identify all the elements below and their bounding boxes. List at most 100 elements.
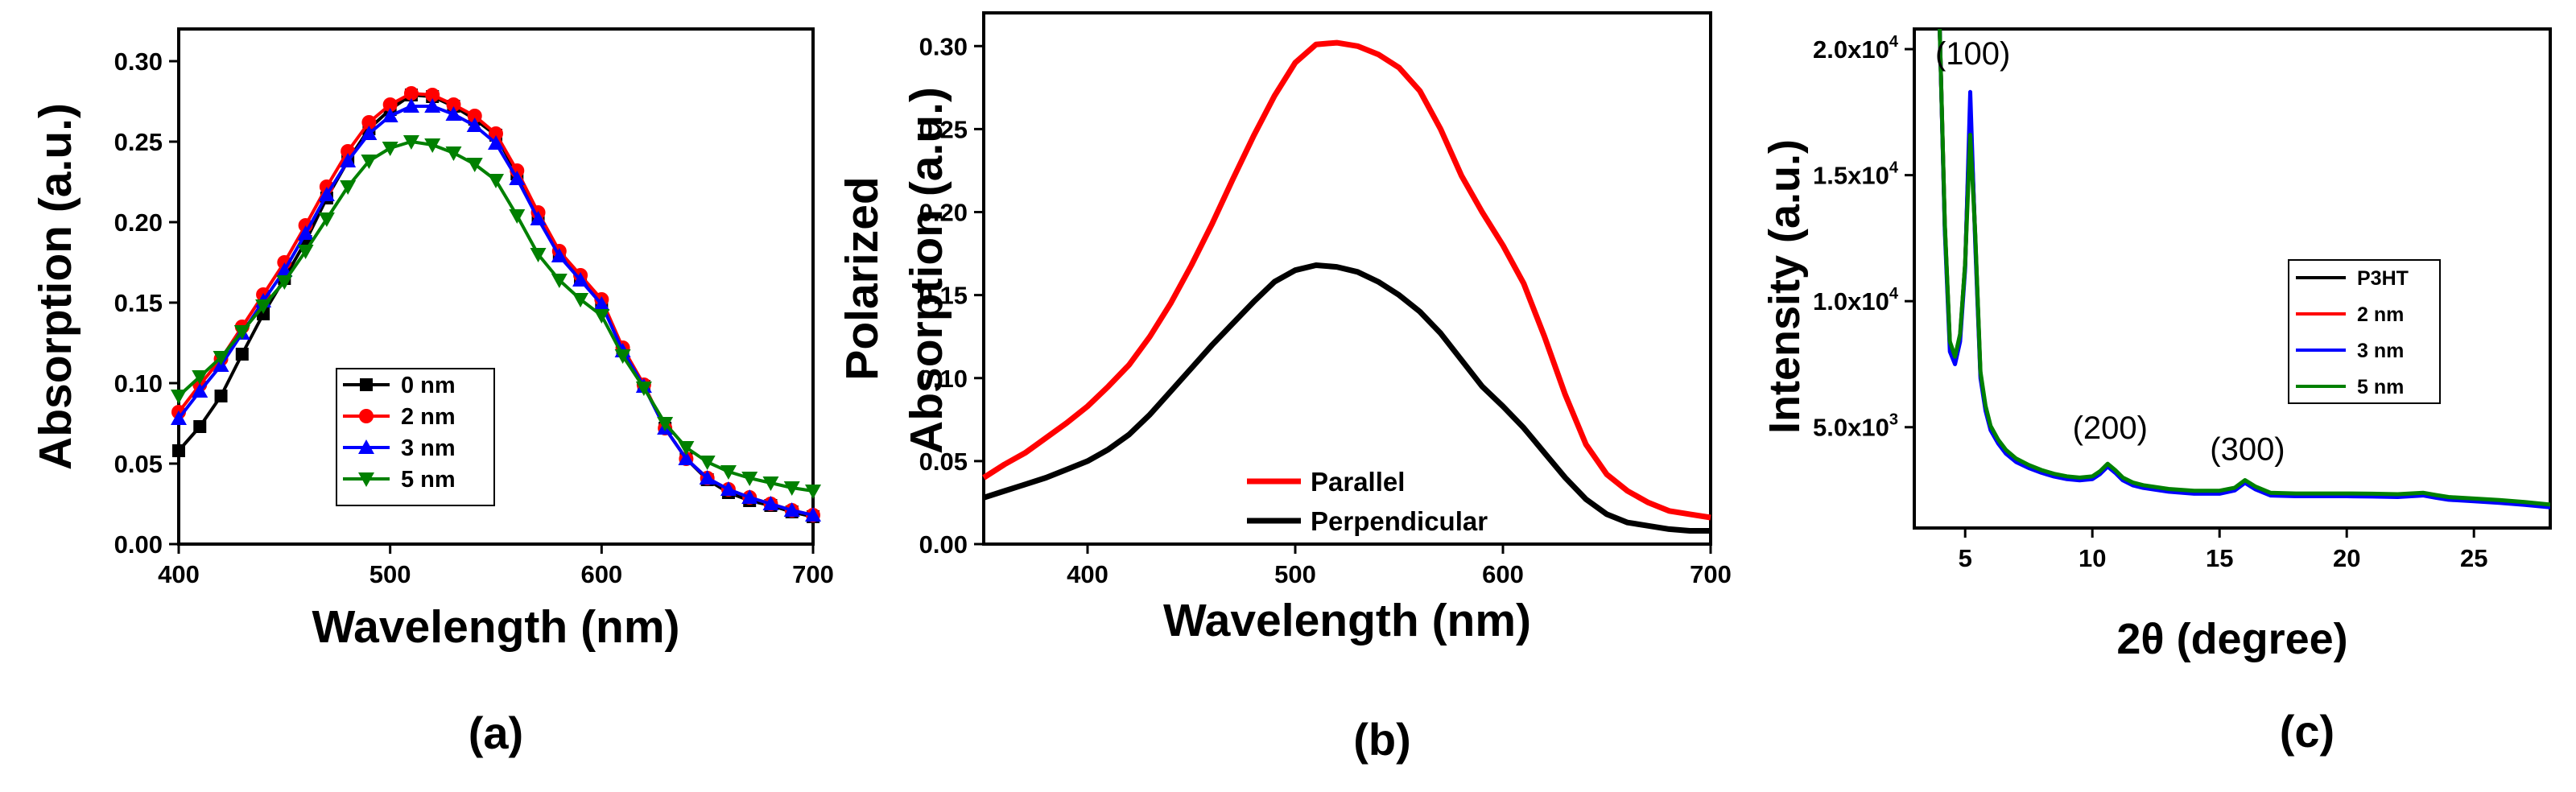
data-point: [424, 138, 441, 153]
data-point: [255, 299, 272, 314]
legend-swatch-marker: [358, 472, 374, 487]
data-point: [446, 97, 461, 112]
panel-label: (c): [2280, 706, 2334, 757]
x-tick-label: 500: [369, 560, 411, 588]
legend-label: 2 nm: [2357, 303, 2404, 326]
data-point: [509, 171, 526, 185]
data-point: [424, 98, 441, 113]
x-tick-label: 20: [2333, 544, 2360, 572]
data-point: [741, 489, 758, 504]
data-point: [741, 472, 758, 486]
series-line-0-nm: [177, 93, 814, 518]
x-axis-label: Wavelength (nm): [312, 601, 679, 653]
legend-label: Parallel: [1311, 467, 1405, 497]
x-axis-label: 2θ (degree): [2116, 615, 2347, 663]
data-point: [403, 86, 419, 101]
panel-c-frame: [1913, 27, 2552, 530]
data-point: [488, 135, 504, 150]
data-point: [361, 115, 377, 130]
y-axis-label: Intensity (a.u.): [1761, 139, 1809, 434]
y-tick-label: 0.00: [114, 530, 163, 559]
y-axis-label: Absorption (a.u.): [30, 103, 81, 470]
legend-box: [336, 368, 495, 506]
y-tick-label: 0.10: [919, 365, 968, 393]
data-point: [488, 174, 504, 188]
data-point: [805, 485, 821, 499]
x-tick-label: 15: [2206, 544, 2233, 572]
x-tick-label: 700: [1690, 560, 1732, 588]
data-point: [720, 481, 737, 496]
data-point: [805, 507, 821, 522]
y-tick-label: 5.0x103: [1813, 411, 1898, 442]
x-tick-label: 700: [792, 560, 834, 588]
data-point: [572, 293, 589, 307]
y-tick-label: 0.10: [114, 369, 163, 398]
data-point: [551, 274, 568, 288]
data-point: [699, 456, 716, 470]
data-point: [678, 451, 695, 465]
y-tick-label: 2.0x104: [1813, 33, 1899, 64]
data-point: [657, 417, 674, 431]
data-point: [214, 390, 228, 402]
legend-swatch-marker: [359, 409, 374, 423]
legend: P3HT 2 nm 3 nm 5 nm: [2288, 259, 2441, 404]
y-tick-label: 0.25: [114, 128, 163, 156]
panel-label: (b): [1353, 714, 1411, 765]
data-point: [233, 325, 250, 340]
data-point: [467, 109, 482, 123]
peak-annotation: (100): [1935, 36, 2010, 72]
series-line-parallel: [982, 39, 1711, 521]
panel-b-axes: 400 500 600 700 0.00 0.05 0.10 0.15 0.20 0.25 0.30: [919, 11, 1732, 588]
series-line-5-nm: [1938, 29, 2550, 507]
data-point: [489, 126, 503, 141]
data-point: [382, 142, 398, 156]
data-point: [382, 108, 398, 122]
data-point: [192, 383, 208, 398]
data-point: [340, 153, 357, 167]
data-point: [530, 248, 547, 262]
data-point: [402, 98, 419, 113]
legend-label: Perpendicular: [1311, 506, 1488, 536]
data-point: [783, 502, 800, 517]
y-tick-label: 0.15: [114, 289, 163, 317]
legend-label: 5 nm: [401, 467, 456, 493]
series-line-perpendicular: [982, 262, 1711, 534]
legend-label: P3HT: [2357, 267, 2409, 290]
y-tick-label: 1.0x104: [1813, 285, 1899, 316]
data-point: [720, 465, 737, 480]
data-point: [551, 248, 568, 262]
x-tick-label: 600: [580, 560, 622, 588]
y-tick-label: 1.5x104: [1813, 159, 1899, 190]
data-point: [192, 370, 208, 385]
legend: 0 nm 2 nm 3 nm 5 nm: [336, 368, 495, 506]
data-point: [402, 135, 419, 150]
y-tick-label: 0.20: [919, 199, 968, 227]
x-axis-label: Wavelength (nm): [1163, 595, 1531, 646]
panel-c-axes: 5 10 15 20 25 5.0x103 1.0x104 1.5x104 2.0x104: [1813, 27, 2552, 572]
y-tick-label: 0.05: [114, 450, 163, 478]
legend-swatch-marker: [360, 378, 373, 391]
x-tick-label: 500: [1274, 560, 1316, 588]
y-tick-label: 0.15: [919, 282, 968, 310]
x-tick-label: 400: [1067, 560, 1108, 588]
x-tick-label: 600: [1482, 560, 1524, 588]
data-point: [699, 470, 716, 485]
legend-label: 3 nm: [2357, 340, 2404, 362]
y-tick-label: 0.05: [919, 448, 968, 476]
legend-label: 0 nm: [401, 373, 456, 398]
data-point: [193, 420, 207, 433]
legend-swatch-marker: [358, 439, 374, 454]
data-point: [361, 155, 378, 169]
data-point: [172, 444, 185, 457]
data-point: [593, 296, 610, 311]
data-point: [382, 97, 398, 112]
data-point: [171, 390, 187, 404]
data-point: [318, 212, 335, 227]
data-point: [297, 245, 314, 259]
data-point: [678, 441, 695, 456]
data-point: [340, 180, 357, 195]
x-tick-label: 25: [2460, 544, 2487, 572]
data-point: [635, 382, 652, 396]
data-point: [593, 309, 610, 324]
